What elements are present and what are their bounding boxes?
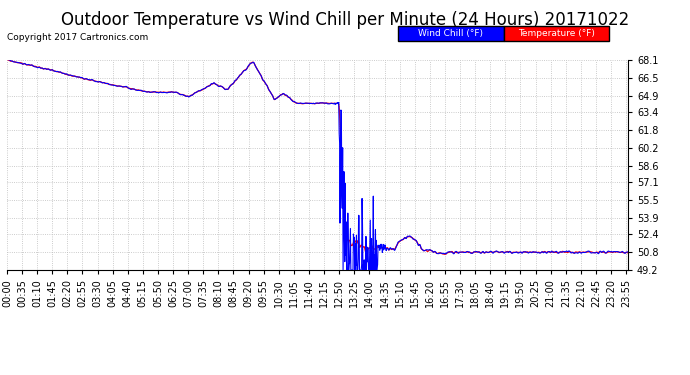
FancyBboxPatch shape bbox=[504, 26, 609, 41]
Text: Temperature (°F): Temperature (°F) bbox=[518, 29, 595, 38]
Text: Wind Chill (°F): Wind Chill (°F) bbox=[418, 29, 484, 38]
FancyBboxPatch shape bbox=[398, 26, 504, 41]
Text: Outdoor Temperature vs Wind Chill per Minute (24 Hours) 20171022: Outdoor Temperature vs Wind Chill per Mi… bbox=[61, 11, 629, 29]
Text: Copyright 2017 Cartronics.com: Copyright 2017 Cartronics.com bbox=[7, 33, 148, 42]
